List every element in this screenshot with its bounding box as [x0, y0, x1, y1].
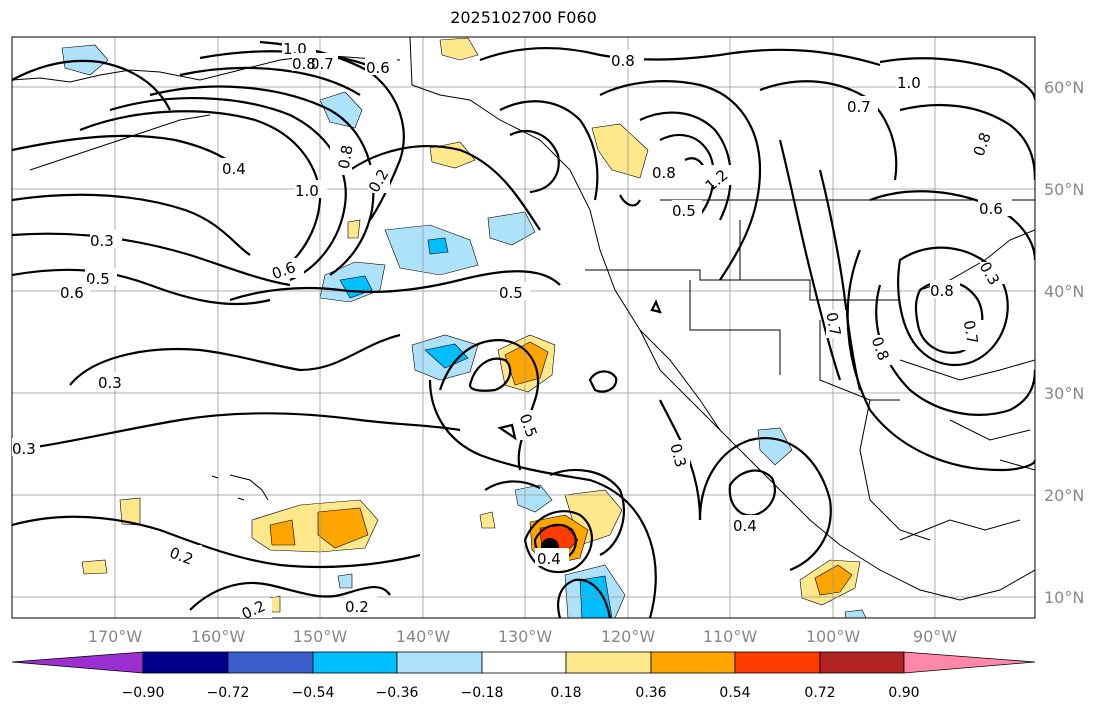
lat-tick-label: 30°N	[1044, 384, 1084, 403]
lat-tick-label: 20°N	[1044, 486, 1084, 505]
colorbar-label: 0.72	[804, 685, 835, 701]
contour-label: 0.7	[310, 55, 334, 73]
shade-negative-patch	[487, 211, 536, 246]
shade-positive-patch	[591, 123, 649, 179]
map-frame	[11, 36, 1036, 619]
contour-label: 0.6	[60, 284, 84, 302]
colorbar-segment	[734, 651, 821, 674]
colorbar-segment	[396, 651, 483, 674]
map-title: 2025102700 F060	[450, 8, 597, 27]
contour-label: 0.8	[335, 144, 357, 171]
contour-label: 0.4	[733, 517, 757, 535]
colorbar-label: 0.18	[550, 685, 581, 701]
lat-tick-label: 40°N	[1044, 282, 1084, 301]
contour-label: 0.8	[652, 164, 676, 182]
colorbar	[11, 651, 1036, 674]
shade-negative-patch	[337, 573, 353, 589]
colorbar-label: 0.90	[888, 685, 919, 701]
shade-positive-patch	[81, 559, 108, 575]
contour-label: 0.7	[960, 319, 982, 346]
shade-negative-patch	[427, 237, 449, 255]
contour-label: 0.5	[499, 284, 523, 302]
contour-label: 0.8	[930, 282, 954, 300]
colorbar-segment	[312, 651, 398, 674]
lon-tick-label: 160°W	[191, 627, 246, 646]
contour-label: 0.3	[12, 440, 36, 458]
contour-label: 0.5	[86, 270, 110, 288]
lon-tick-label: 120°W	[601, 627, 656, 646]
contour-label: 0.7	[847, 98, 871, 116]
colorbar-label: 0.54	[719, 685, 750, 701]
shade-positive-patch	[317, 507, 369, 549]
colorbar-segment	[11, 651, 144, 674]
lon-tick-label: 100°W	[806, 627, 861, 646]
lon-tick-label: 170°W	[88, 627, 143, 646]
contour-label: 0.2	[345, 598, 369, 616]
contour-label-group: 1.0 0.8 0.7 0.6 0.8 0.7 1.0 0.4 1.0 0.8 …	[12, 38, 1012, 623]
contour-label: 0.3	[90, 232, 114, 250]
contour-label: 0.3	[666, 442, 690, 470]
lon-tick-label: 150°W	[293, 627, 348, 646]
colorbar-segment	[142, 651, 229, 674]
lat-tick-label: 60°N	[1044, 78, 1084, 97]
map-background	[12, 37, 1035, 618]
contour-label: 1.0	[897, 74, 921, 92]
colorbar-label: −0.72	[207, 685, 250, 701]
colorbar-segment	[227, 651, 314, 674]
contour-label: 0.6	[979, 200, 1003, 218]
contour-label: 0.4	[537, 550, 561, 568]
colorbar-segment	[903, 651, 1036, 674]
contour-label: 0.3	[98, 374, 122, 392]
colorbar-label: −0.90	[122, 685, 165, 701]
contour-label: 1.0	[295, 182, 319, 200]
shade-negative-patch	[424, 343, 469, 369]
shade-negative-patch	[319, 91, 363, 129]
contour-label: 0.6	[366, 59, 390, 77]
shade-positive-patch	[347, 219, 361, 239]
contour-label: 0.8	[611, 52, 635, 70]
colorbar-labels: −0.90 −0.72 −0.54 −0.36 −0.18 0.18 0.36 …	[122, 685, 920, 701]
contour-label: 0.4	[222, 160, 246, 178]
contour-label: 0.5	[672, 202, 696, 220]
contour-label: 0.8	[292, 55, 316, 73]
colorbar-label: −0.36	[376, 685, 419, 701]
longitude-axis: 170°W 160°W 150°W 140°W 130°W 120°W 110°…	[88, 627, 957, 646]
lon-tick-label: 140°W	[396, 627, 451, 646]
shade-positive-patch	[814, 564, 853, 596]
shade-positive-patch	[479, 511, 496, 529]
coastlines	[12, 37, 1035, 601]
colorbar-segment	[481, 651, 567, 674]
lat-tick-label: 10°N	[1044, 588, 1084, 607]
lon-tick-label: 90°W	[913, 627, 957, 646]
colorbar-label: −0.54	[292, 685, 335, 701]
shade-negative-patch	[844, 609, 867, 618]
lon-tick-label: 110°W	[703, 627, 758, 646]
colorbar-segment	[565, 651, 652, 674]
lat-tick-label: 50°N	[1044, 180, 1084, 199]
shade-positive-patch	[439, 37, 479, 61]
shade-positive-patch	[429, 141, 476, 169]
colorbar-segment	[650, 651, 736, 674]
latitude-axis: 60°N 50°N 40°N 30°N 20°N 10°N	[1044, 78, 1084, 607]
shade-positive-patch	[269, 519, 296, 546]
lon-tick-label: 130°W	[498, 627, 553, 646]
colorbar-label: −0.18	[461, 685, 504, 701]
contour-label: 0.7	[822, 311, 844, 338]
colorbar-label: 0.36	[635, 685, 666, 701]
colorbar-segment	[819, 651, 905, 674]
